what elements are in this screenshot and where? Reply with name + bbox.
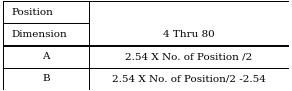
Text: 2.54 X No. of Position /2: 2.54 X No. of Position /2 [125, 52, 253, 61]
Text: Dimension: Dimension [11, 30, 67, 39]
Bar [3, 46, 89, 68]
Text: Position: Position [11, 8, 53, 17]
Text: A: A [42, 52, 50, 61]
Bar [89, 46, 289, 68]
Bar [3, 23, 89, 46]
Bar [3, 68, 89, 90]
Bar [89, 68, 289, 90]
Text: 2.54 X No. of Position/2 -2.54: 2.54 X No. of Position/2 -2.54 [112, 74, 266, 83]
Bar [3, 1, 89, 23]
Text: 4 Thru 80: 4 Thru 80 [163, 30, 215, 39]
Bar [89, 1, 289, 45]
Text: B: B [42, 74, 50, 83]
